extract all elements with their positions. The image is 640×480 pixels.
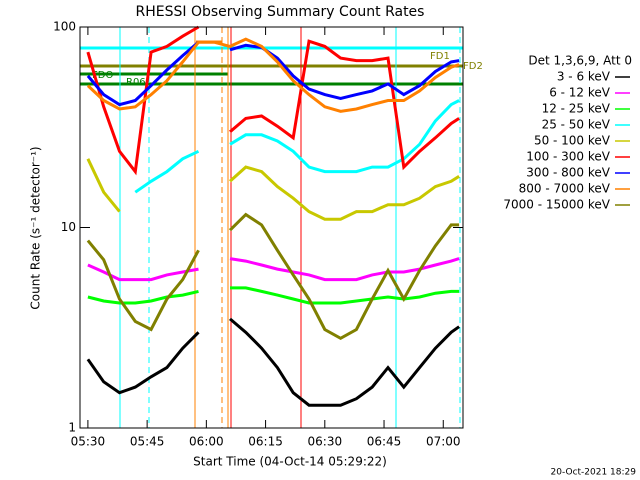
y-axis-label: Count Rate (s⁻¹ detector⁻¹) [29, 146, 43, 309]
legend-label: 50 - 100 keV [534, 134, 611, 148]
legend-title: Det 1,3,6,9, Att 0 [528, 54, 632, 68]
footer-timestamp: 20-Oct-2021 18:29 [551, 468, 637, 478]
legend-label: 12 - 25 keV [542, 102, 611, 116]
legend-label: 100 - 300 keV [526, 150, 610, 164]
annotation: FDO [92, 70, 113, 81]
x-tick-label: 07:00 [426, 435, 461, 449]
y-tick-label: 1 [68, 421, 76, 435]
legend-label: 300 - 800 keV [526, 166, 610, 180]
series-line [86, 212, 460, 341]
series-line [134, 99, 460, 194]
x-tick-label: 05:45 [130, 435, 165, 449]
legend-label: 6 - 12 keV [549, 86, 611, 100]
series-line [87, 257, 460, 282]
annotation: R06 [126, 77, 146, 88]
legend-label: 7000 - 15000 keV [503, 198, 610, 212]
series-line [86, 37, 460, 113]
series-line [86, 25, 460, 176]
series-line [86, 317, 460, 407]
x-tick-label: 06:45 [367, 435, 402, 449]
flag-lines [80, 40, 463, 86]
chart-title: RHESSI Observing Summary Count Rates [136, 4, 425, 20]
x-axis-label: Start Time (04-Oct-14 05:29:22) [193, 455, 387, 469]
series-line [86, 158, 460, 221]
y-tick-label: 10 [61, 220, 76, 234]
annotation: FD1 [430, 51, 450, 62]
x-tick-label: 06:00 [189, 435, 224, 449]
legend-label: 3 - 6 keV [557, 70, 611, 84]
series-line [87, 286, 460, 305]
x-tick-label: 06:30 [308, 435, 343, 449]
legend-label: 800 - 7000 keV [519, 182, 611, 196]
x-tick-label: 06:15 [248, 435, 283, 449]
legend-label: 25 - 50 keV [542, 118, 611, 132]
plot-area [86, 25, 460, 407]
x-tick-label: 05:30 [71, 435, 106, 449]
y-tick-label: 100 [53, 20, 76, 34]
annotation: FD2 [463, 61, 483, 72]
